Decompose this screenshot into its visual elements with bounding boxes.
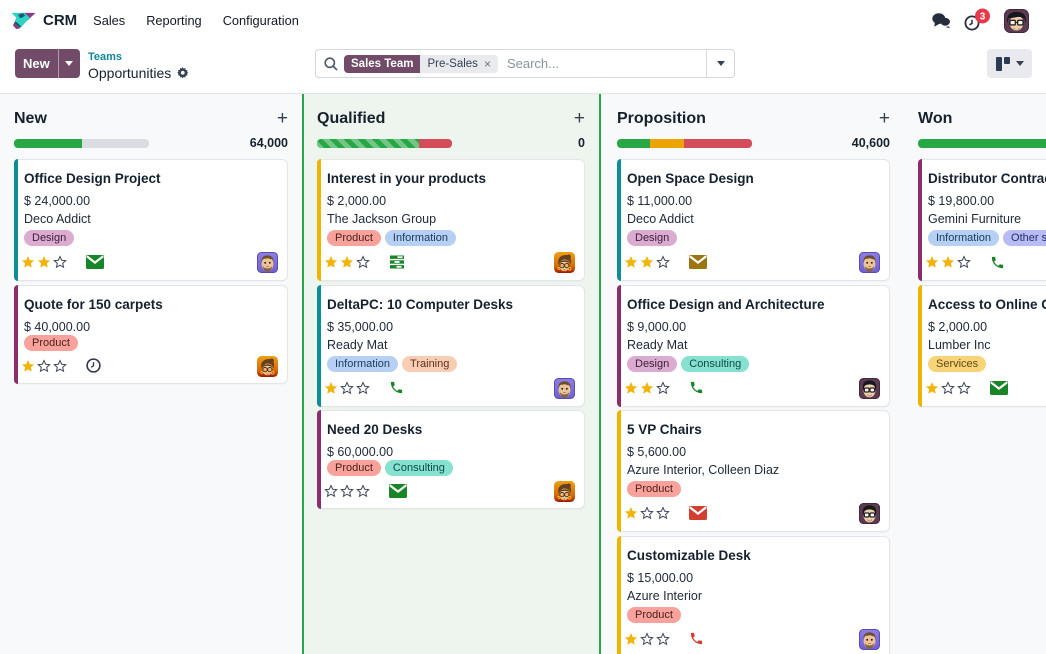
- svg-text:3: 3: [980, 11, 986, 22]
